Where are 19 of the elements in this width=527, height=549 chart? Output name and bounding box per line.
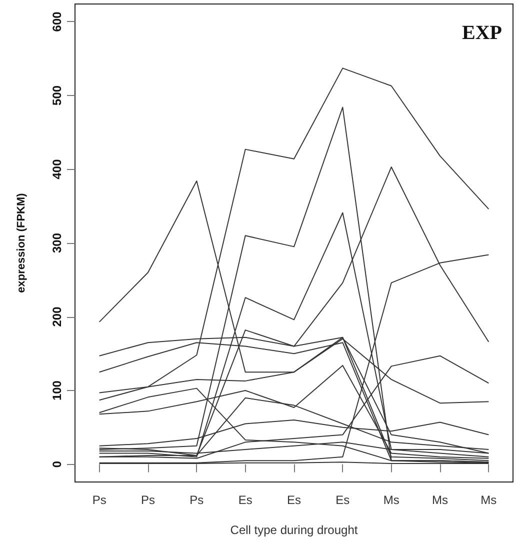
x-tick-label: Ps (140, 493, 156, 507)
x-tick-label: Ms (432, 493, 448, 507)
x-tick-label: Es (238, 493, 252, 507)
y-tick-label: 100 (50, 380, 64, 401)
x-tick-label: Ms (383, 493, 400, 507)
x-tick-label: Ps (92, 493, 106, 507)
x-axis-title: Cell type during drought (230, 523, 358, 537)
y-tick-label: 400 (50, 158, 64, 180)
text: EXP (462, 22, 502, 44)
x-tick-label: Es (286, 493, 302, 507)
x-tick-label: Es (336, 493, 350, 507)
y-axis-title: expression (FPKM) (16, 192, 28, 293)
y-tick-label: 600 (50, 11, 64, 32)
y-tick-label: 500 (50, 85, 64, 106)
x-tick-label: Ms (480, 493, 497, 507)
y-tick-label: 0 (50, 460, 64, 468)
y-tick-label: 300 (50, 232, 64, 254)
x-tick-label: Ps (190, 493, 204, 507)
y-tick-label: 200 (50, 306, 64, 327)
